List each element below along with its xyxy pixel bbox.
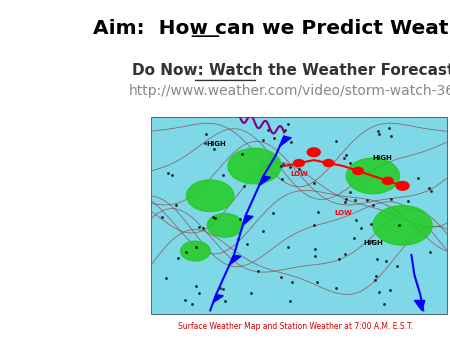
Text: Aim:  How can we Predict Weather?: Aim: How can we Predict Weather? bbox=[93, 19, 450, 38]
FancyBboxPatch shape bbox=[151, 117, 447, 314]
Text: Surface Weather Map and Station Weather at 7:00 A.M. E.S.T.: Surface Weather Map and Station Weather … bbox=[178, 322, 414, 331]
Text: Standard: PS 2.2i Weather describes the conditions of the atmosphere at a given : Standard: PS 2.2i Weather describes the … bbox=[10, 254, 418, 275]
Text: http://www.weather.com/video/storm-watch-365: http://www.weather.com/video/storm-watch… bbox=[128, 84, 450, 98]
Text: Do Now: Watch the Weather Forecast.: Do Now: Watch the Weather Forecast. bbox=[132, 63, 450, 77]
Text: Instructional Objective: After the completion of a jig-saw activity identifying : Instructional Objective: After the compl… bbox=[10, 8, 444, 65]
